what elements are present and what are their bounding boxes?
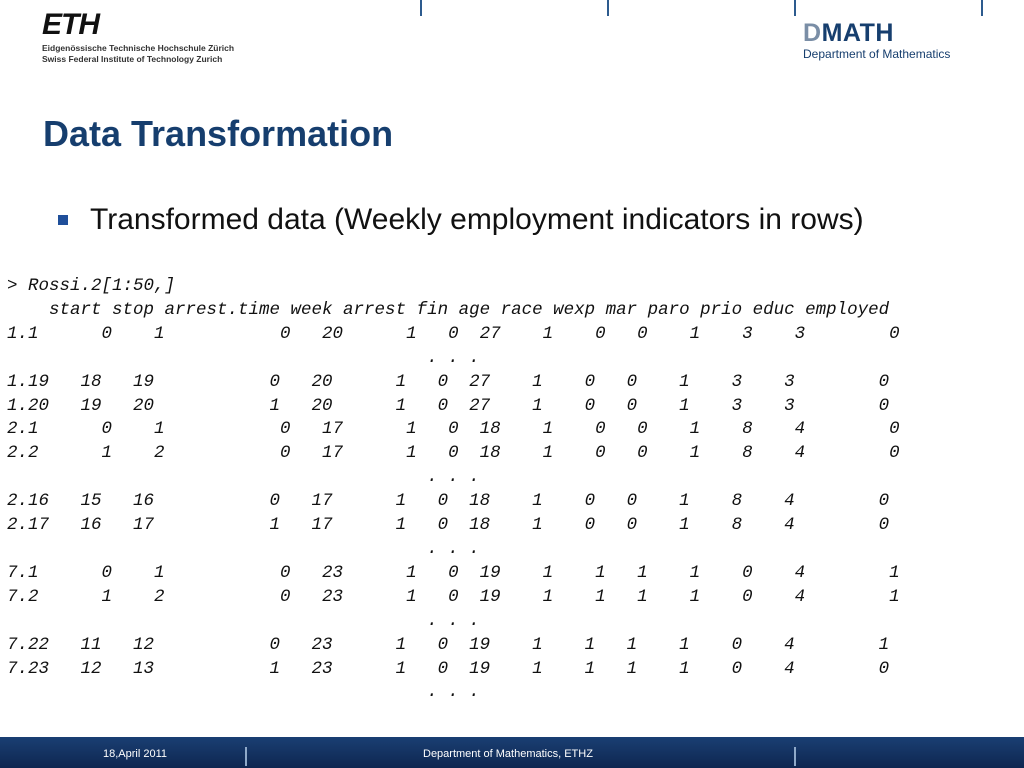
code-line: 2.2 1 2 0 17 1 0 18 1 0 0 1 8 4 0: [7, 443, 900, 464]
bullet-item: Transformed data (Weekly employment indi…: [58, 203, 864, 237]
eth-logo-line1: Eidgenössische Technische Hochschule Zür…: [42, 43, 235, 53]
footer-bar: 18,April 2011 Department of Mathematics,…: [0, 737, 1024, 768]
code-line: 1.20 19 20 1 20 1 0 27 1 0 0 1 3 3 0: [7, 395, 890, 416]
dmath-logo: DMATH Department of Mathematics: [803, 20, 950, 61]
code-line: 1.19 18 19 0 20 1 0 27 1 0 0 1 3 3 0: [7, 371, 890, 392]
code-line: start stop arrest.time week arrest fin a…: [7, 299, 890, 320]
code-line: . . .: [7, 467, 480, 488]
dmath-logo-d: D: [803, 19, 822, 47]
code-line: . . .: [7, 610, 480, 631]
header-divider: [981, 0, 983, 16]
header-divider: [420, 0, 422, 16]
footer-divider: [794, 747, 796, 766]
code-line: 2.1 0 1 0 17 1 0 18 1 0 0 1 8 4 0: [7, 419, 900, 440]
code-line: 1.1 0 1 0 20 1 0 27 1 0 0 1 3 3 0: [7, 323, 900, 344]
footer-divider: [245, 747, 247, 766]
header-divider: [794, 0, 796, 16]
code-line: 7.23 12 13 1 23 1 0 19 1 1 1 1 0 4 0: [7, 658, 890, 679]
code-line: . . .: [7, 347, 480, 368]
header-divider: [607, 0, 609, 16]
code-line: 7.1 0 1 0 23 1 0 19 1 1 1 1 0 4 1: [7, 562, 900, 583]
footer-date: 18,April 2011: [103, 748, 168, 760]
code-line: . . .: [7, 682, 480, 703]
r-output-block: > Rossi.2[1:50,] start stop arrest.time …: [7, 275, 900, 705]
eth-logo-line2: Swiss Federal Institute of Technology Zu…: [42, 54, 223, 64]
bullet-text: Transformed data (Weekly employment indi…: [90, 203, 864, 236]
dmath-logo-math: MATH: [821, 19, 894, 47]
square-bullet-icon: [58, 215, 68, 225]
code-line: 7.2 1 2 0 23 1 0 19 1 1 1 1 0 4 1: [7, 586, 900, 607]
code-line: 2.16 15 16 0 17 1 0 18 1 0 0 1 8 4 0: [7, 491, 890, 512]
code-line: 2.17 16 17 1 17 1 0 18 1 0 0 1 8 4 0: [7, 515, 890, 536]
footer-department: Department of Mathematics, ETHZ: [423, 748, 593, 760]
code-line: 7.22 11 12 0 23 1 0 19 1 1 1 1 0 4 1: [7, 634, 890, 655]
code-line: > Rossi.2[1:50,]: [7, 276, 176, 296]
dmath-logo-word: DMATH: [803, 20, 950, 46]
eth-logo-word: ETH: [42, 8, 100, 41]
code-line: . . .: [7, 538, 480, 559]
slide-title: Data Transformation: [43, 113, 394, 154]
eth-logo: ETH Eidgenössische Technische Hochschule…: [42, 10, 234, 65]
dmath-subtitle: Department of Mathematics: [803, 47, 951, 61]
